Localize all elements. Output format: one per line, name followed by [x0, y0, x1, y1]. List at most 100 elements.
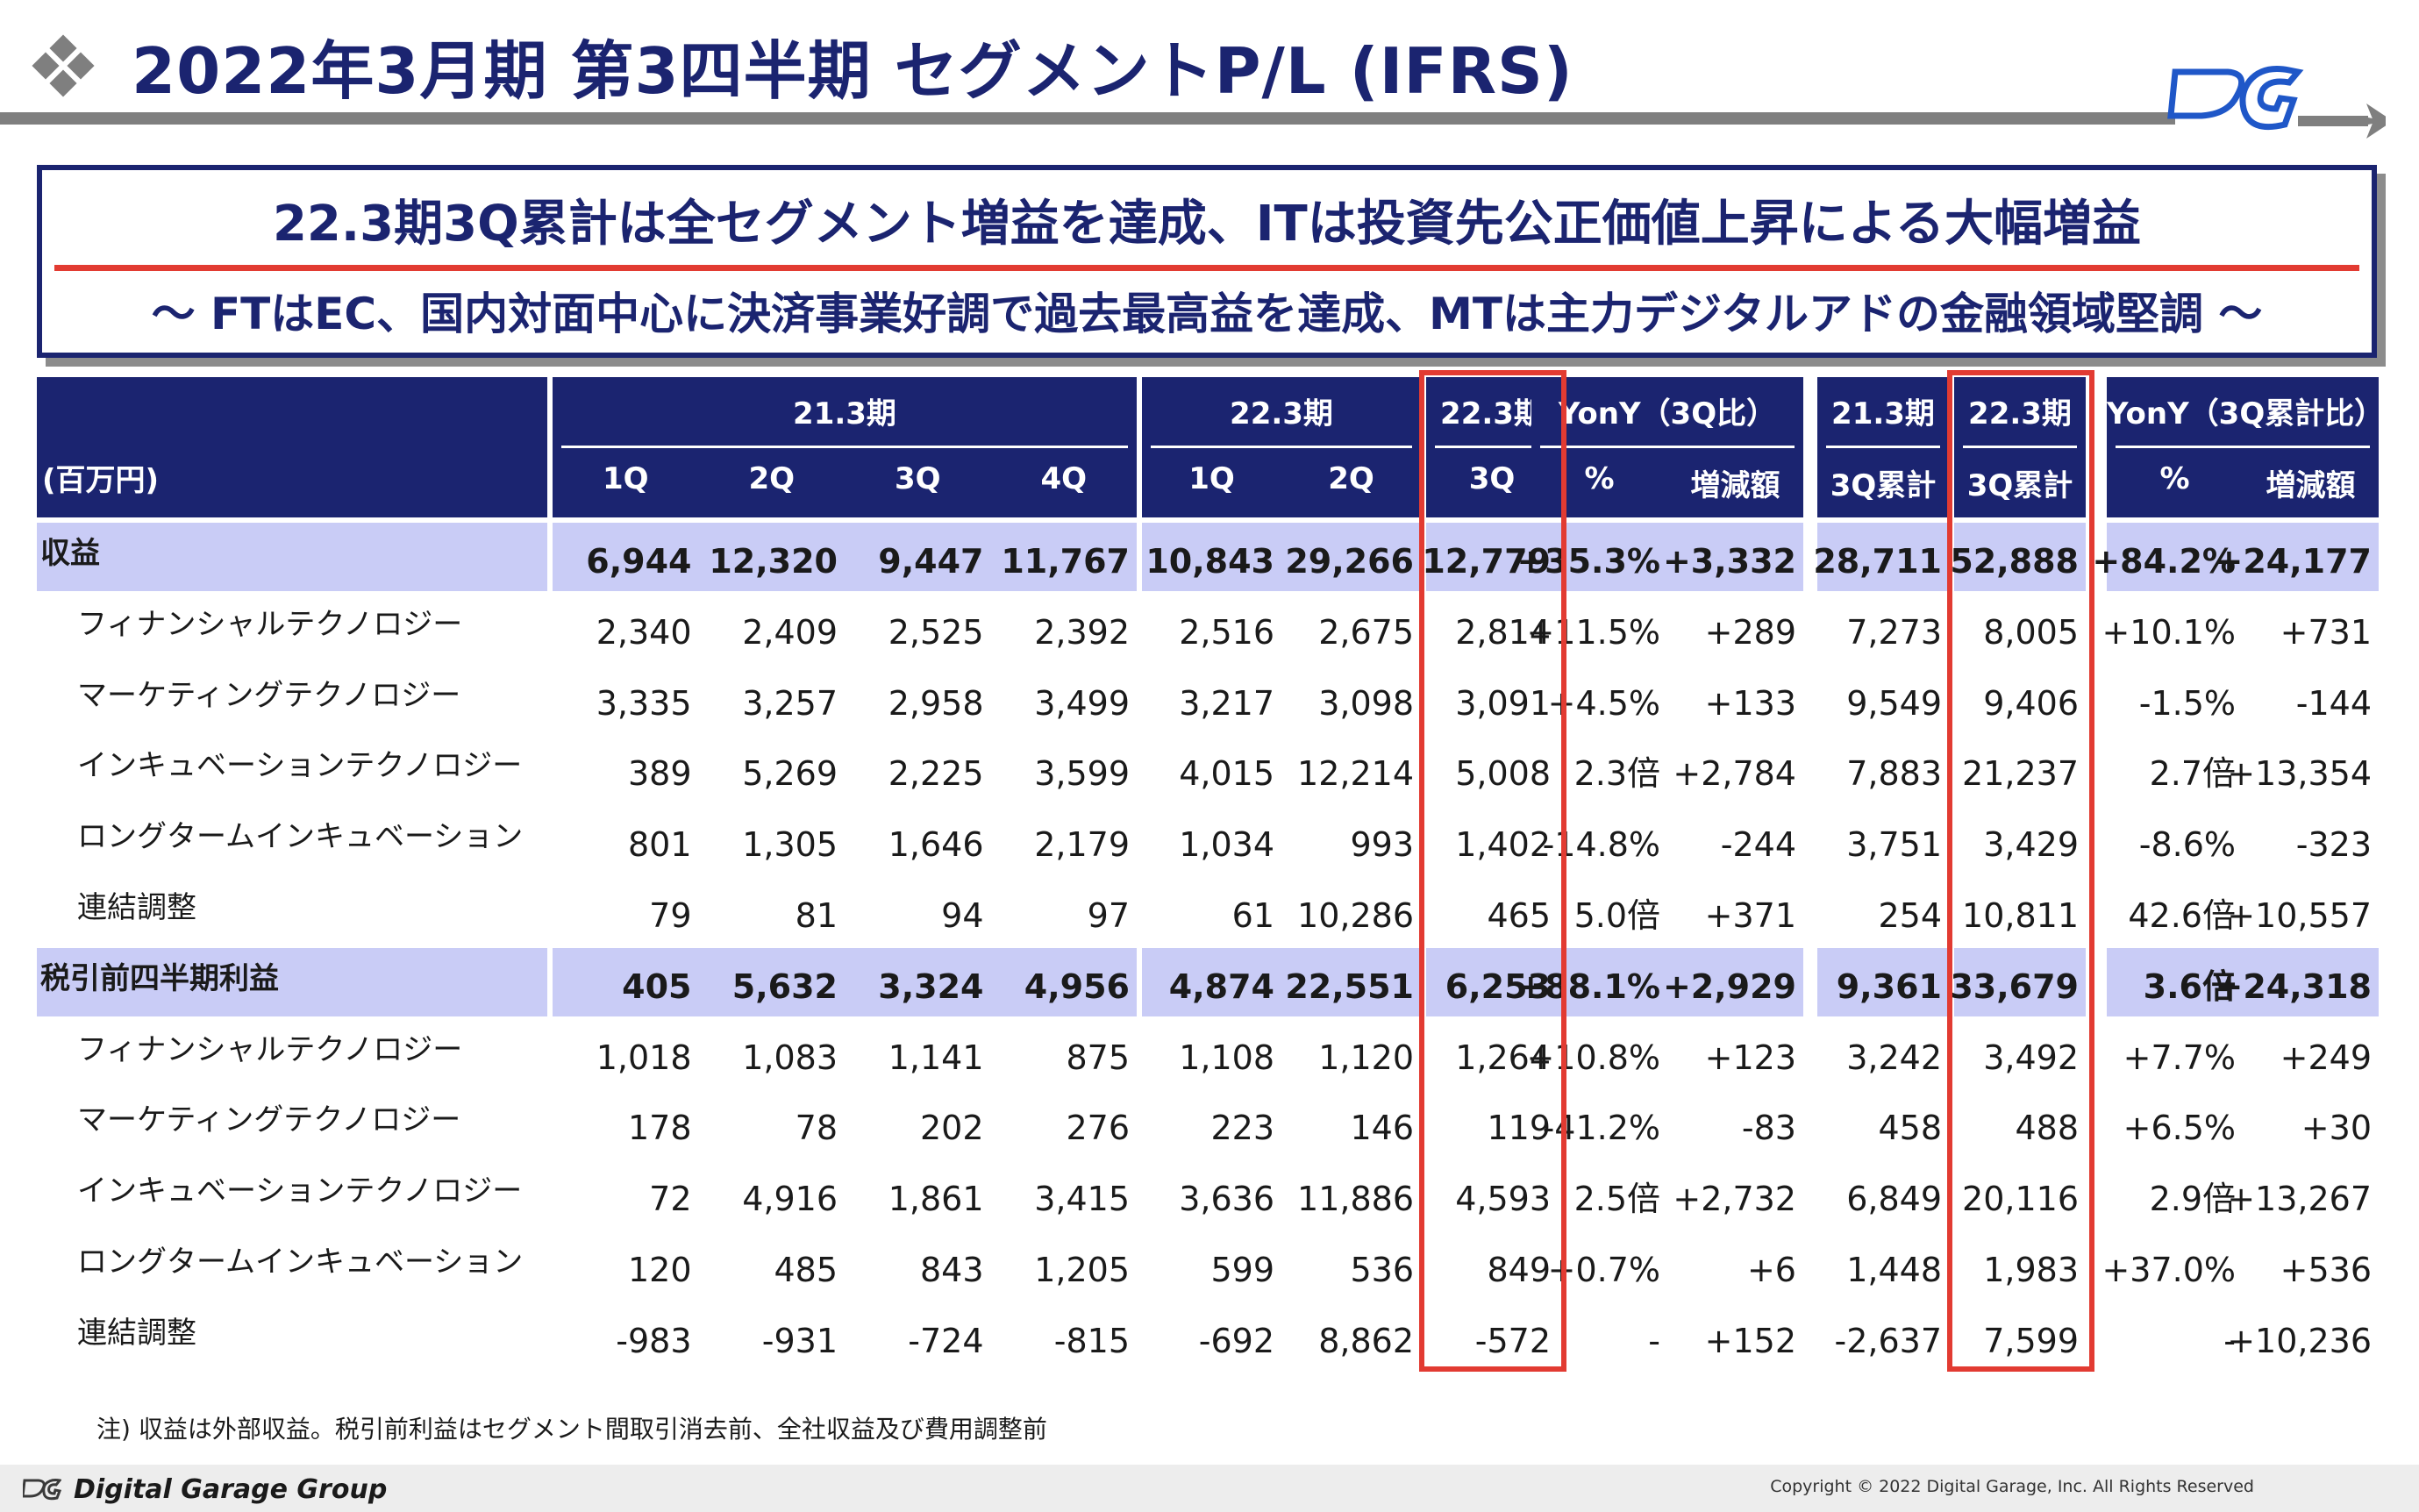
row-label: インキュベーションテクノロジー — [77, 748, 523, 784]
table-cell: -983 — [616, 1321, 692, 1360]
table-cell: 3,091 — [1455, 683, 1551, 723]
table-cell: +536 — [2280, 1251, 2372, 1289]
table-cell: - — [1648, 1321, 1660, 1360]
group-header: 22.3期 — [1440, 396, 1544, 431]
copyright: Copyright © 2022 Digital Garage, Inc. Al… — [1770, 1477, 2254, 1496]
table-cell: 3,257 — [742, 683, 838, 723]
table-cell: +88.1% — [1516, 966, 1660, 1006]
table-cell: 146 — [1350, 1109, 1414, 1148]
table-cell: 6,944 — [586, 542, 692, 581]
table-cell: 2,516 — [1179, 612, 1274, 652]
summary-row-bg — [1817, 523, 1949, 591]
headline-box: 22.3期3Q累計は全セグメント増益を達成、ITは投資先公正価値上昇による大幅増… — [37, 165, 2377, 358]
dg-logo-icon — [2167, 66, 2386, 139]
row-label: インキュベーションテクノロジー — [77, 1173, 523, 1209]
table-cell: 119 — [1487, 1109, 1551, 1148]
sub-header: 3Q累計 — [1966, 468, 2073, 503]
table-cell: +371 — [1704, 896, 1796, 935]
title-rule — [0, 112, 2175, 125]
table-cell: 11,886 — [1297, 1180, 1414, 1219]
table-cell: 3,098 — [1318, 683, 1414, 723]
table-cell: 4,874 — [1168, 966, 1274, 1006]
summary-row-bg — [1817, 947, 1949, 1016]
table-cell: 6,849 — [1846, 1180, 1942, 1219]
table-cell: 178 — [627, 1109, 692, 1148]
table-cell: 458 — [1878, 1109, 1942, 1148]
table-cell: 3,492 — [1983, 1038, 2079, 1077]
table-cell: 42.6倍 — [2128, 896, 2236, 935]
table-cell: 3,415 — [1034, 1180, 1130, 1219]
group-header-rule — [1540, 446, 1795, 448]
table-cell: 202 — [919, 1109, 984, 1148]
table-cell: 223 — [1210, 1109, 1274, 1148]
table-cell: 10,811 — [1962, 896, 2079, 935]
table-cell: +7.7% — [2123, 1038, 2236, 1077]
table-cell: -144 — [2295, 683, 2372, 723]
table-cell: +24,177 — [2215, 542, 2372, 581]
row-label: フィナンシャルテクノロジー — [77, 606, 463, 642]
table-cell: -8.6% — [2138, 825, 2236, 865]
group-header: 22.3期 — [1230, 396, 1333, 431]
sub-header: 3Q — [894, 461, 941, 496]
table-cell: 2,179 — [1034, 825, 1130, 865]
table-cell: +13,354 — [2227, 754, 2372, 794]
table-cell: - — [2223, 1321, 2236, 1360]
table-cell: 276 — [1066, 1109, 1130, 1148]
table-cell: 389 — [627, 754, 692, 794]
sub-header: 1Q — [602, 461, 649, 496]
table-cell: 7,273 — [1846, 612, 1942, 652]
summary-row-bg — [1954, 523, 2086, 591]
group-header: 22.3期 — [1968, 396, 2072, 431]
sub-header: 2Q — [1328, 461, 1374, 496]
table-cell: 2.9倍 — [2149, 1180, 2236, 1219]
footer-bar — [0, 1465, 2419, 1512]
table-cell: 2,392 — [1034, 612, 1130, 652]
table-cell: 1,018 — [596, 1038, 692, 1077]
table-cell: 33,679 — [1950, 966, 2079, 1006]
group-header: 21.3期 — [1831, 396, 1935, 431]
summary-row-bg — [1142, 523, 1421, 591]
table-cell: 4,593 — [1455, 1180, 1551, 1219]
table-cell: -572 — [1474, 1321, 1551, 1360]
table-cell: 2,958 — [888, 683, 984, 723]
table-cell: 3.6倍 — [2143, 966, 2236, 1006]
table-cell: 12,320 — [709, 542, 838, 581]
sub-header: 2Q — [748, 461, 796, 496]
headline-rule — [54, 265, 2359, 271]
row-label: マーケティングテクノロジー — [77, 677, 461, 713]
footer-brand: Digital Garage Group — [74, 1473, 388, 1505]
unit-label: (百万円) — [42, 463, 160, 498]
table-cell: 4,956 — [1024, 966, 1130, 1006]
sub-header: 1Q — [1188, 461, 1235, 496]
table-cell: 79 — [649, 896, 692, 935]
table-cell: 9,447 — [878, 542, 984, 581]
summary-row-bg — [1531, 947, 1803, 1016]
table-cell: 843 — [919, 1251, 984, 1289]
table-cell: 94 — [941, 896, 984, 935]
table-cell: 4,015 — [1179, 754, 1274, 794]
table-cell: 1,305 — [742, 825, 838, 865]
table-cell: 61 — [1231, 896, 1274, 935]
diamond-bullet-icon — [32, 34, 95, 97]
table-cell: -692 — [1198, 1321, 1274, 1360]
sub-header: 3Q — [1468, 461, 1516, 496]
table-cell: 7,599 — [1983, 1321, 2079, 1360]
row-label: ロングタームインキュベーション — [77, 819, 524, 855]
table-cell: 2,340 — [596, 612, 692, 652]
table-cell: 1,448 — [1846, 1251, 1942, 1289]
row-label: 収益 — [40, 536, 100, 571]
summary-row-bg — [553, 523, 1137, 591]
headline-main: 22.3期3Q累計は全セグメント増益を達成、ITは投資先公正価値上昇による大幅増… — [272, 196, 2142, 253]
table-cell: 465 — [1487, 896, 1551, 935]
table-cell: 1,861 — [888, 1180, 984, 1219]
table-cell: -323 — [2295, 825, 2372, 865]
summary-row-bg — [37, 523, 547, 591]
table-cell: -2,637 — [1834, 1321, 1943, 1360]
table-cell: +6 — [1746, 1251, 1796, 1289]
table-cell: 3,335 — [596, 683, 692, 723]
summary-row-bg — [2107, 947, 2379, 1016]
table-cell: 1,264 — [1455, 1038, 1551, 1077]
group-header-rule — [1151, 446, 1412, 448]
table-cell: 3,636 — [1179, 1180, 1274, 1219]
table-cell: 2.7倍 — [2149, 754, 2236, 794]
